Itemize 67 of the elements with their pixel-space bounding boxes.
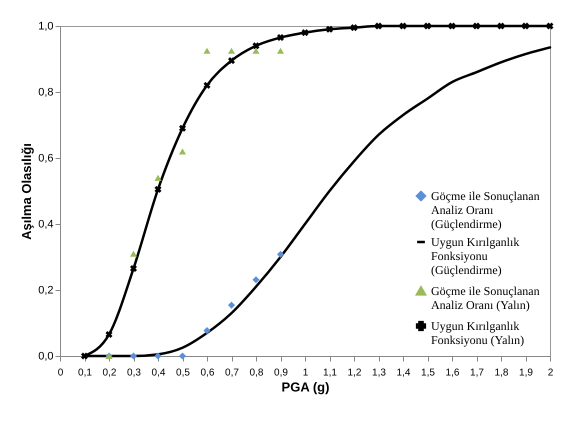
x-tick-label: 0,3 [127, 368, 142, 378]
legend-label: Uygun Kırılganlık Fonksiyonu (Güçlendirme) [431, 235, 520, 277]
point [302, 29, 308, 36]
x-tick-label: 2 [548, 368, 554, 378]
point [130, 352, 138, 360]
point [178, 148, 186, 154]
point [276, 48, 284, 54]
x-tick-label: 1 [302, 368, 309, 378]
point [375, 22, 382, 30]
point [130, 250, 138, 257]
y-tick-label: 0,8 [38, 86, 54, 98]
y-tick-label: 0,2 [38, 284, 54, 296]
x-axis-title: PGA (g) [282, 380, 330, 394]
x-tick-label: 0,7 [225, 368, 240, 378]
point [448, 22, 456, 30]
point [252, 276, 260, 284]
point [326, 26, 333, 33]
y-tick-label: 0,4 [38, 218, 54, 230]
x-tick-label: 1,7 [470, 368, 484, 378]
x-tick-label: 0,8 [250, 368, 264, 378]
point [204, 82, 210, 89]
point [154, 186, 162, 193]
x-tick-label: 1,5 [421, 368, 436, 378]
legend-label: Uygun Kırılganlık Fonksiyonu (Yalın) [431, 319, 524, 347]
legend-label: Göçme ile Sonuçlanan Analiz Oranı (Yalın) [431, 284, 540, 312]
point [276, 250, 284, 258]
point [203, 327, 211, 334]
point [522, 22, 529, 30]
point [252, 42, 260, 50]
x-tick-label: 1,2 [348, 368, 362, 378]
x-tick-label: 1,1 [323, 368, 338, 378]
y-axis-title: Aşılma Olasılığı [19, 143, 34, 240]
legend-label: Göçme ile Sonuçlanan Analiz Oranı (Güçlendirme) [431, 189, 540, 231]
point [154, 352, 162, 360]
y-tick-label: 0,6 [38, 152, 54, 164]
point [277, 34, 284, 42]
point [400, 22, 406, 30]
point [203, 48, 211, 54]
point [228, 48, 236, 54]
x-tick-label: 0,2 [102, 368, 117, 378]
point [154, 174, 162, 181]
point [106, 331, 112, 338]
x-tick-label: 1,9 [519, 368, 534, 378]
point [252, 48, 260, 54]
point [424, 22, 431, 30]
point [81, 352, 88, 360]
x-tick-label: 0,1 [78, 368, 92, 378]
point [228, 57, 235, 64]
x-tick-label: 0,5 [176, 368, 190, 378]
point [473, 22, 480, 30]
x-tick-label: 1,4 [396, 368, 411, 378]
y-tick-label: 1,0 [38, 20, 54, 32]
point [178, 352, 186, 360]
x-tick-label: 0 [58, 368, 64, 378]
x-tick-label: 1,3 [372, 368, 386, 378]
point [350, 24, 358, 32]
x-tick-label: 0,4 [152, 368, 166, 378]
x-tick-label: 0,9 [274, 368, 288, 378]
point [498, 22, 504, 30]
point [546, 22, 554, 30]
y-tick-label: 0,0 [38, 350, 54, 362]
x-tick-label: 0,6 [200, 368, 215, 378]
point [179, 124, 186, 132]
x-tick-label: 1,8 [494, 368, 509, 378]
x-tick-label: 1,6 [446, 368, 460, 378]
point [228, 302, 236, 309]
point [130, 265, 137, 272]
